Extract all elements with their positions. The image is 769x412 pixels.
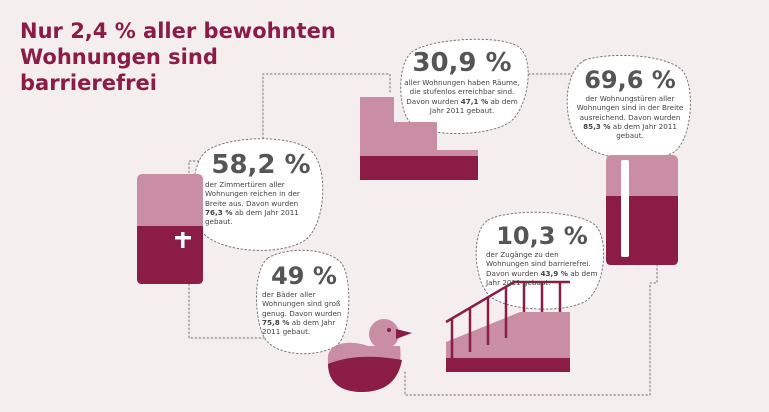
stat-description: der Wohnungstüren aller Wohnungen sind i… [576, 94, 684, 141]
bubble-room-doors [192, 138, 324, 251]
bubble-steps [400, 38, 529, 135]
stat-value: 49 % [271, 262, 337, 290]
stat-value: 30,9 % [412, 48, 512, 78]
stat-bathrooms: 49 % der Bäder aller Wohnungen sind groß… [262, 262, 346, 336]
stairs-icon [360, 97, 478, 180]
stat-description: aller Wohnungen haben Räume, die stufenl… [404, 78, 520, 115]
connector-path [188, 73, 658, 396]
rubber-duck-icon [327, 319, 412, 392]
door-icon [606, 155, 678, 265]
stat-value: 58,2 % [211, 150, 311, 180]
stat-description: der Zugänge zu den Wohnungen sind barrie… [486, 250, 598, 287]
stat-apartment-doors: 69,6 % der Wohnungstüren aller Wohnungen… [574, 66, 686, 140]
stat-entrances: 10,3 % der Zugänge zu den Wohnungen sind… [486, 222, 598, 287]
stat-steps: 30,9 % aller Wohnungen haben Räume, die … [402, 48, 522, 115]
stat-description: der Zimmertüren aller Wohnungen reichen … [205, 180, 300, 227]
page-title: Nur 2,4 % aller bewohnten Wohnungen sind… [20, 19, 336, 95]
stat-room-doors: 58,2 % der Zimmertüren aller Wohnungen r… [205, 150, 317, 226]
stat-value: 10,3 % [496, 222, 588, 250]
bubble-apartment-doors [566, 54, 691, 161]
ramp-icon [445, 280, 570, 372]
stat-description: der Bäder aller Wohnungen sind groß genu… [262, 290, 342, 337]
door-icon [137, 174, 203, 284]
stat-value: 69,6 % [584, 66, 676, 94]
